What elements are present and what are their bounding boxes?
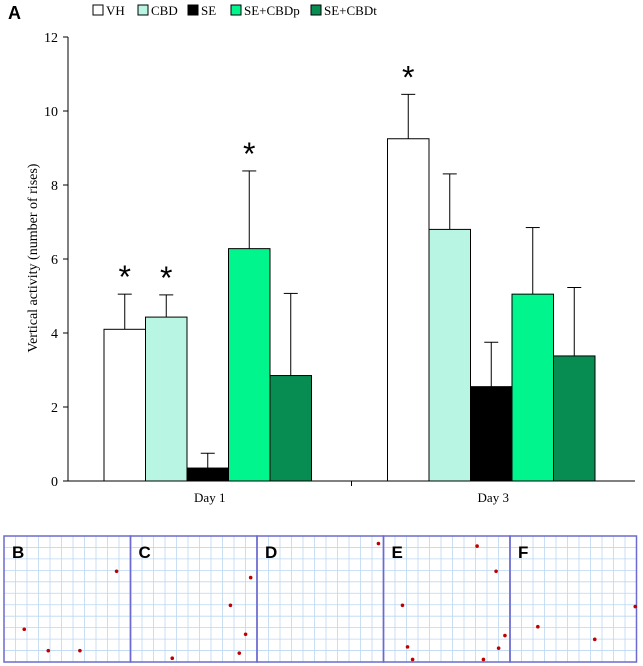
legend-label: SE [201,3,216,18]
bar-se-cbdt-day-1 [269,375,312,482]
bar-cbd-day-1 [145,316,188,482]
position-dot [536,624,540,629]
significance-marker: * [402,59,414,95]
x-tick-label: Day 1 [194,490,225,505]
position-dot [376,541,381,546]
bar-chart: 0 2 4 6 8 10 12 Day 1 * * * Day 3 * [44,31,635,505]
legend-swatch [187,4,199,16]
position-dot [243,632,248,637]
tracking-panels: B C D E F [3,535,638,663]
legend-label: SE+CBDp [244,3,300,18]
bar-se-day-1 [186,467,229,482]
legend-label: SE+CBDt [324,3,377,18]
position-dot [503,633,507,638]
position-dot [405,645,410,649]
bar-se-cbdp-day-3 [511,293,554,482]
x-tick-label: Day 3 [478,490,509,505]
position-dot [228,603,233,608]
bar-se-cbdt-day-3 [553,355,596,482]
bar-vh-day-3 [387,138,430,482]
y-axis-label: Vertical activity (number of rises) [26,163,41,352]
y-tick-label: 6 [51,253,58,268]
position-dot [22,627,27,632]
position-dot [237,651,242,655]
panel-label: F [518,543,528,562]
y-tick-label: 12 [44,31,58,46]
legend-label: CBD [151,3,178,18]
position-dot [248,575,253,580]
significance-marker: * [119,259,131,295]
panel-label: D [265,543,277,562]
y-tick-label: 4 [51,327,58,342]
bar-vh-day-1 [103,328,146,482]
legend-label: VH [106,3,125,18]
position-dot [475,544,479,548]
panel-label: B [12,543,24,562]
tracking-panel-d: D [256,535,385,663]
position-dot [78,648,82,653]
position-dot [170,656,175,661]
panel-border [509,535,638,663]
y-tick-label: 8 [51,179,58,194]
y-tick-label: 0 [51,475,58,490]
legend: VH CBD SE SE+CBDp SE+CBDt [92,3,377,18]
position-dot [494,569,498,574]
tracking-panel-c: C [129,535,258,663]
panel-label: E [392,543,403,562]
bar-se-day-3 [470,386,513,482]
significance-marker: * [160,260,172,296]
significance-marker: * [243,136,255,172]
position-dot [592,637,597,642]
panel-label: C [139,543,151,562]
tracking-panel-b: B [3,535,132,663]
legend-swatch [92,4,104,16]
legend-swatch [310,4,322,16]
y-tick-label: 10 [44,105,58,120]
position-dot [481,657,486,662]
y-tick-label: 2 [51,401,58,416]
panel-a-label: A [8,3,21,23]
legend-swatch [230,4,242,16]
bar-se-cbdp-day-1 [228,248,271,482]
position-dot [410,657,415,662]
position-dot [46,648,51,653]
position-dot [400,603,405,608]
position-dot [496,646,501,650]
position-dot [633,604,638,609]
position-dot [114,569,119,574]
bar-cbd-day-3 [428,228,471,482]
tracking-panel-f: F [509,535,638,663]
tracking-panel-e: E [382,535,511,663]
legend-swatch [137,4,149,16]
